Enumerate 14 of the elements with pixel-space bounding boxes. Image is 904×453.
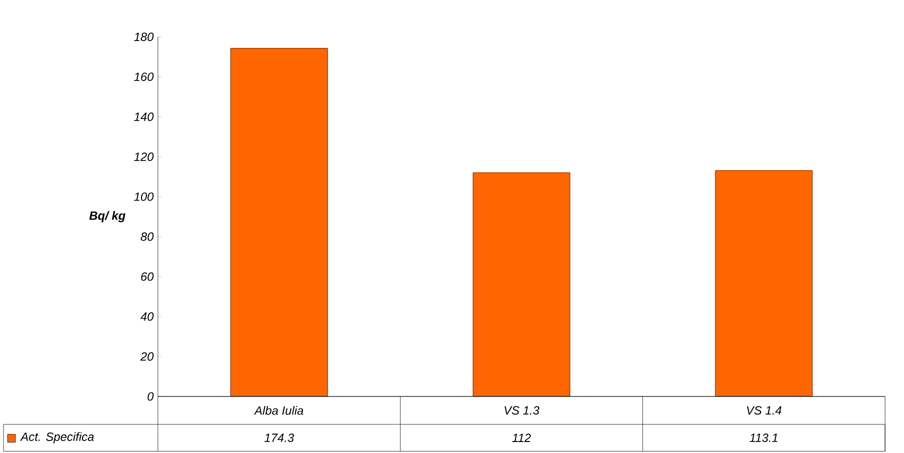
x-tick-label: VS 1.4: [746, 406, 782, 414]
y-tick-label: 60: [141, 272, 154, 281]
y-tick-label: 0: [148, 392, 154, 401]
x-tick-label: Alba Iulia: [254, 406, 304, 415]
x-tick-label: VS 1.3: [504, 406, 540, 414]
y-tick-label: 160: [134, 72, 154, 81]
y-tick-label: 20: [140, 352, 154, 361]
y-tick-label: 40: [140, 312, 154, 321]
y-axis-title: Bq/ kg: [89, 210, 126, 222]
y-tick-label: 120: [134, 152, 154, 161]
y-tick-label: 80: [140, 232, 154, 241]
y-tick-label: 100: [134, 192, 154, 201]
y-tick-label: 140: [134, 112, 154, 121]
y-tick-label: 180: [134, 32, 154, 41]
